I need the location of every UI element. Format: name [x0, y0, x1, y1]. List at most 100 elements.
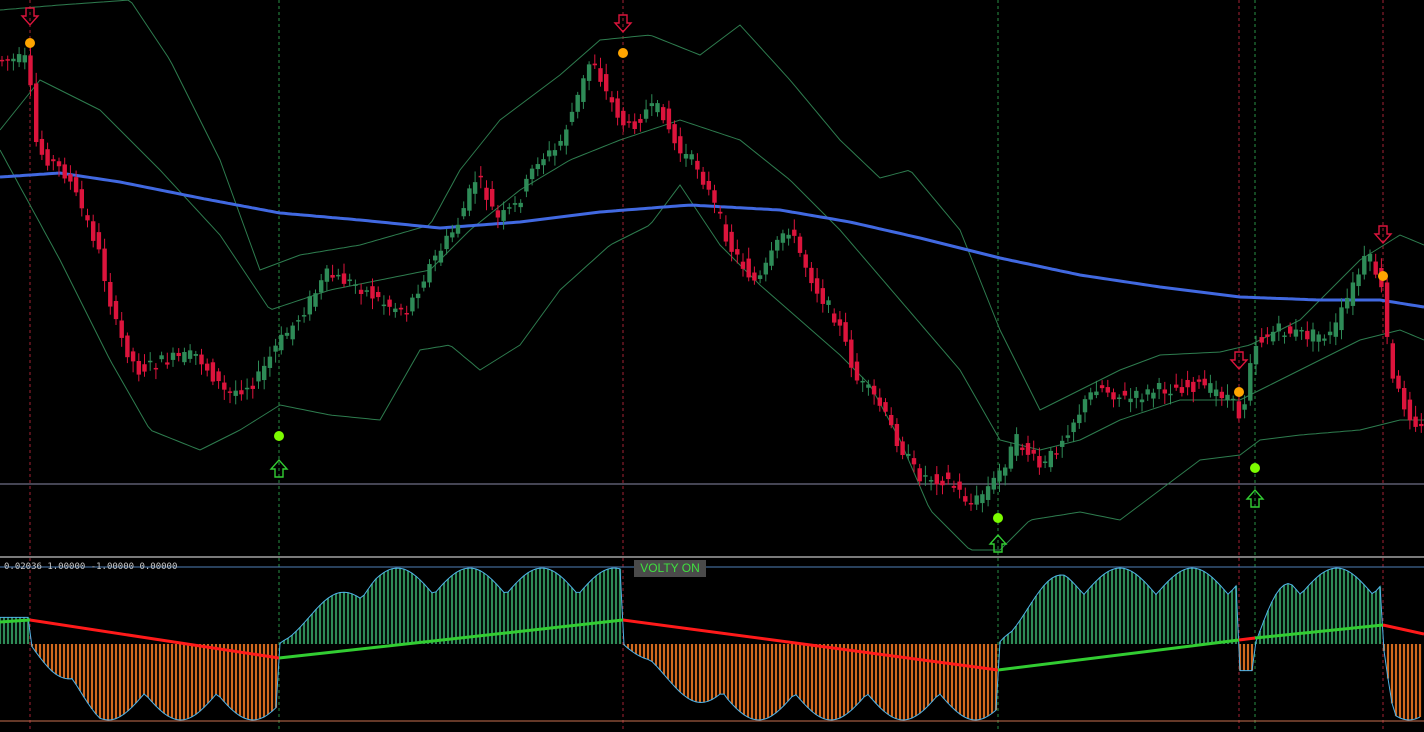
buy-arrow-icon	[269, 458, 289, 478]
bear-candle	[718, 211, 723, 214]
bear-candle	[1259, 337, 1264, 343]
bear-candle	[1202, 378, 1207, 386]
bear-candle	[484, 187, 489, 200]
bear-candle	[210, 362, 216, 382]
bull-candle	[763, 262, 768, 275]
bear-candle	[695, 160, 700, 170]
bear-candle	[797, 236, 803, 253]
bull-candle	[649, 103, 654, 107]
bear-candle	[957, 481, 962, 490]
bull-candle	[1327, 331, 1333, 336]
volty-status-badge[interactable]: VOLTY ON	[634, 560, 706, 577]
bear-candle	[666, 108, 672, 130]
bull-candle	[1299, 329, 1304, 332]
bull-candle	[427, 264, 432, 283]
bear-candle	[73, 177, 79, 193]
bear-candle	[358, 289, 364, 295]
bull-candle	[866, 384, 871, 388]
bear-candle	[814, 278, 820, 294]
subwindow-separator[interactable]	[0, 556, 1424, 558]
bull-candle	[1225, 394, 1230, 401]
volty-histogram	[0, 566, 1424, 722]
bear-candle	[900, 441, 905, 456]
bull-candle	[1350, 282, 1356, 306]
bear-candle	[940, 480, 945, 486]
bear-candle	[1390, 343, 1395, 379]
bear-candle	[1179, 387, 1185, 393]
signal-line-up	[997, 638, 1240, 672]
bull-candle	[450, 232, 455, 238]
bear-candle	[803, 254, 808, 268]
signal-grid-lines	[29, 0, 1384, 732]
signal-line-up	[278, 618, 624, 660]
bull-candle	[501, 210, 506, 221]
bear-candle	[1419, 423, 1424, 427]
bollinger-upper-band	[0, 0, 1424, 411]
bull-candle	[1322, 338, 1327, 341]
sell-signal-dot	[25, 38, 35, 48]
bear-candle	[706, 180, 711, 190]
bull-candle	[1008, 446, 1014, 469]
bear-candle	[370, 286, 375, 299]
bear-candle	[330, 274, 335, 278]
bear-candle	[1384, 282, 1390, 337]
bear-candle	[51, 159, 56, 162]
sell-arrow-icon	[1229, 351, 1249, 371]
bear-candle	[1031, 449, 1036, 454]
bull-candle	[347, 279, 352, 282]
histogram-outline	[0, 567, 1421, 721]
bear-candle	[222, 382, 227, 390]
bull-candle	[1094, 391, 1099, 396]
bull-candle	[1014, 434, 1019, 456]
bull-candle	[1168, 393, 1173, 396]
bear-candle	[28, 55, 33, 86]
bear-candle	[102, 248, 107, 282]
bull-candle	[1316, 334, 1321, 342]
bull-candle	[313, 293, 318, 307]
bull-candle	[444, 235, 449, 250]
bear-candle	[638, 118, 643, 123]
indicator-params-label: 0.02036 1.00000 -1.00000 0.00000	[4, 562, 178, 572]
bull-candle	[1139, 399, 1145, 403]
signal-line-up	[0, 618, 31, 624]
bear-candle	[820, 288, 825, 304]
bear-candle	[854, 361, 860, 381]
bear-candle	[1025, 443, 1031, 455]
bear-candle	[1099, 385, 1105, 389]
bull-candle	[769, 250, 774, 266]
bull-candle	[1117, 397, 1122, 400]
signal-line-down	[622, 618, 999, 672]
bear-candle	[216, 371, 221, 382]
bull-candle	[569, 111, 575, 122]
bull-candle	[319, 280, 324, 293]
bear-candle	[968, 502, 974, 505]
bull-candle	[1042, 461, 1048, 463]
bull-candle	[256, 371, 261, 382]
bull-candle	[290, 325, 295, 340]
bull-candle	[541, 159, 546, 166]
bear-candle	[45, 149, 50, 166]
bear-candle	[832, 313, 837, 323]
bear-candle	[125, 335, 130, 358]
bear-candle	[387, 299, 392, 307]
bull-candle	[923, 475, 928, 477]
bull-candle	[415, 293, 421, 299]
bull-candle	[1293, 329, 1299, 337]
bear-candle	[1185, 379, 1190, 388]
bull-candle	[552, 150, 558, 156]
bull-candle	[780, 233, 786, 243]
bull-candle	[757, 275, 763, 279]
sell-signal-dot	[1234, 387, 1244, 397]
bull-candle	[1134, 390, 1139, 398]
bear-candle	[626, 121, 632, 123]
bull-candle	[170, 352, 176, 360]
bull-candle	[421, 281, 426, 288]
bull-candle	[1128, 398, 1133, 403]
bear-candle	[79, 189, 84, 209]
bear-candle	[752, 272, 757, 281]
sell-arrow-icon	[20, 7, 40, 27]
bear-candle	[889, 414, 894, 426]
bear-candle	[712, 190, 717, 203]
bear-candle	[1122, 390, 1128, 396]
